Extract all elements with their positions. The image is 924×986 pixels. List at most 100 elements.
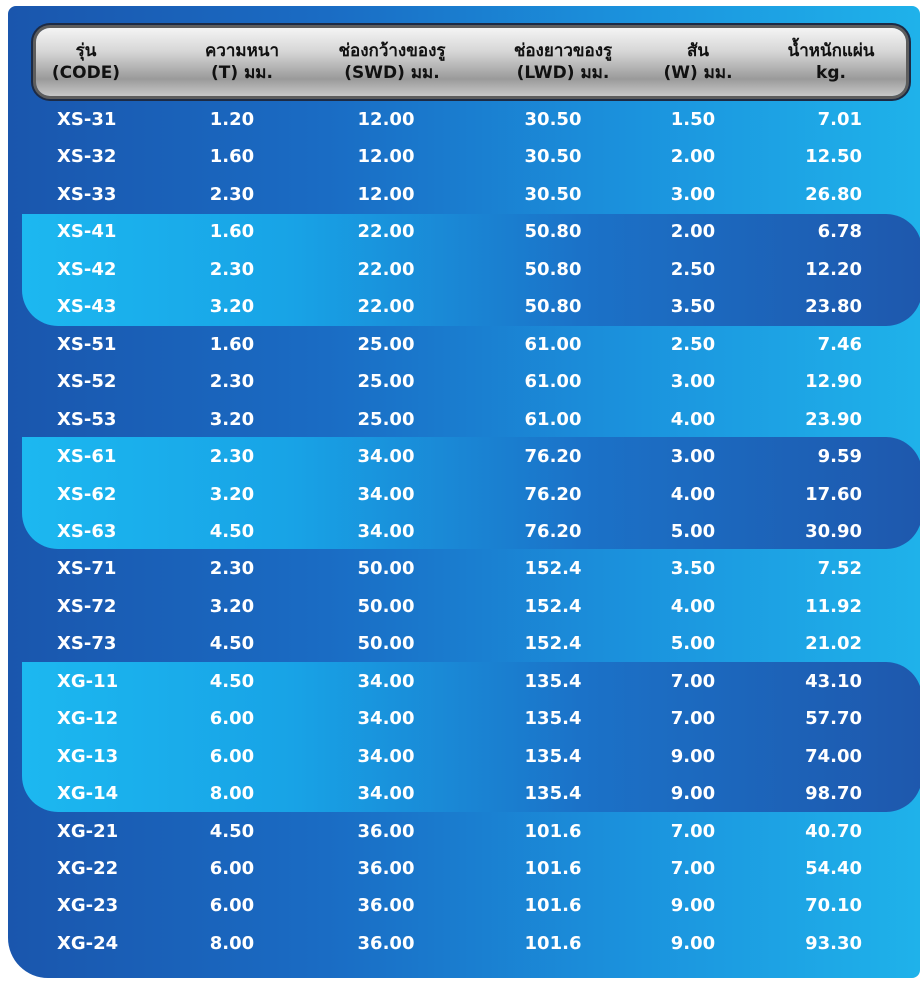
cell-weight: 30.90	[805, 520, 862, 542]
cell-w: 9.00	[670, 745, 716, 767]
cell-thickness: 4.50	[209, 820, 255, 842]
cell-w: 5.00	[670, 520, 716, 542]
cell-thickness: 6.00	[209, 708, 255, 730]
cell-lwd: 50.80	[524, 258, 582, 280]
spec-table-panel: รุ่น (CODE) ความหนา (T) มม. ช่องกว้างของรู…	[8, 6, 920, 978]
cell-code: XS-71	[57, 558, 117, 580]
cell-thickness: 4.50	[209, 670, 255, 692]
cell-swd: 12.00	[357, 183, 415, 205]
header-w: สัน (W) มม.	[663, 41, 733, 83]
header-thickness: ความหนา (T) มม.	[204, 41, 280, 83]
cell-weight: 57.70	[805, 708, 862, 730]
cell-w: 2.00	[670, 146, 716, 168]
cell-thickness: 3.20	[209, 296, 255, 318]
cell-weight: 7.01	[817, 109, 862, 130]
cell-weight: 12.50	[805, 146, 862, 168]
cell-w: 2.00	[670, 221, 716, 243]
cell-code: XG-14	[57, 783, 119, 805]
row-group-highlight	[22, 662, 920, 812]
cell-w: 7.00	[670, 708, 716, 730]
cell-weight: 17.60	[805, 483, 862, 505]
cell-w: 3.00	[670, 446, 716, 468]
table-row: XG-23 6.00 36.00 101.6 9.00 70.10	[8, 887, 920, 924]
cell-swd: 12.00	[357, 109, 415, 130]
cell-code: XS-61	[57, 446, 117, 468]
cell-lwd: 61.00	[524, 371, 582, 393]
cell-thickness: 1.60	[209, 333, 255, 355]
cell-thickness: 6.00	[209, 745, 255, 767]
cell-thickness: 6.00	[209, 895, 255, 917]
cell-lwd: 30.50	[524, 109, 582, 130]
table-row: XS-33 2.30 12.00 30.50 3.00 26.80	[8, 176, 920, 213]
cell-thickness: 3.20	[209, 595, 255, 617]
cell-lwd: 101.6	[524, 820, 582, 842]
cell-swd: 36.00	[357, 932, 415, 954]
header-code: รุ่น (CODE)	[51, 41, 121, 83]
cell-swd: 22.00	[357, 221, 415, 243]
cell-lwd: 61.00	[524, 333, 582, 355]
cell-code: XS-42	[57, 258, 117, 280]
cell-swd: 50.00	[357, 595, 415, 617]
cell-swd: 22.00	[357, 258, 415, 280]
cell-w: 4.00	[670, 408, 716, 430]
cell-code: XG-24	[57, 932, 119, 954]
header-weight: น้ำหนักแผ่น kg.	[787, 41, 875, 83]
cell-w: 2.50	[670, 333, 716, 355]
cell-swd: 34.00	[357, 708, 415, 730]
cell-w: 7.00	[670, 858, 716, 879]
cell-lwd: 135.4	[524, 708, 582, 730]
row-group-highlight	[22, 437, 920, 549]
table-row: XS-73 4.50 50.00 152.4 5.00 21.02	[8, 625, 920, 662]
table-row: XG-24 8.00 36.00 101.6 9.00 93.30	[8, 925, 920, 962]
cell-lwd: 50.80	[524, 221, 582, 243]
cell-weight: 6.78	[817, 221, 862, 243]
cell-code: XS-53	[57, 408, 117, 430]
table-row: XG-14 8.00 34.00 135.4 9.00 98.70	[8, 775, 920, 812]
cell-swd: 25.00	[357, 333, 415, 355]
cell-lwd: 61.00	[524, 408, 582, 430]
cell-w: 4.00	[670, 595, 716, 617]
table-row: XS-43 3.20 22.00 50.80 3.50 23.80	[8, 288, 920, 325]
cell-weight: 54.40	[805, 858, 862, 879]
cell-code: XS-41	[57, 221, 117, 243]
cell-lwd: 30.50	[524, 183, 582, 205]
cell-swd: 36.00	[357, 858, 415, 879]
table-row: XS-71 2.30 50.00 152.4 3.50 7.52	[8, 550, 920, 587]
cell-w: 3.00	[670, 371, 716, 393]
cell-w: 1.50	[670, 109, 716, 130]
cell-code: XS-73	[57, 633, 117, 655]
cell-code: XS-32	[57, 146, 117, 168]
table-row: XG-21 4.50 36.00 101.6 7.00 40.70	[8, 813, 920, 850]
cell-swd: 34.00	[357, 670, 415, 692]
cell-swd: 34.00	[357, 745, 415, 767]
cell-code: XG-21	[57, 820, 119, 842]
cell-thickness: 6.00	[209, 858, 255, 879]
cell-weight: 93.30	[805, 932, 862, 954]
cell-lwd: 152.4	[524, 595, 582, 617]
cell-weight: 12.90	[805, 371, 862, 393]
cell-lwd: 76.20	[524, 446, 582, 468]
cell-w: 7.00	[670, 820, 716, 842]
table-row: XS-41 1.60 22.00 50.80 2.00 6.78	[8, 213, 920, 250]
cell-thickness: 8.00	[209, 932, 255, 954]
table-row: XS-51 1.60 25.00 61.00 2.50 7.46	[8, 326, 920, 363]
cell-thickness: 4.50	[209, 633, 255, 655]
cell-code: XS-51	[57, 333, 117, 355]
table-row: XS-61 2.30 34.00 76.20 3.00 9.59	[8, 438, 920, 475]
cell-w: 5.00	[670, 633, 716, 655]
cell-w: 3.00	[670, 183, 716, 205]
cell-lwd: 76.20	[524, 520, 582, 542]
cell-code: XS-52	[57, 371, 117, 393]
cell-lwd: 135.4	[524, 783, 582, 805]
cell-w: 7.00	[670, 670, 716, 692]
cell-swd: 22.00	[357, 296, 415, 318]
cell-weight: 9.59	[817, 446, 862, 468]
cell-code: XG-12	[57, 708, 119, 730]
table-row: XS-42 2.30 22.00 50.80 2.50 12.20	[8, 251, 920, 288]
cell-w: 9.00	[670, 783, 716, 805]
cell-swd: 25.00	[357, 371, 415, 393]
cell-swd: 36.00	[357, 895, 415, 917]
cell-w: 9.00	[670, 932, 716, 954]
cell-code: XG-11	[57, 670, 119, 692]
cell-code: XG-23	[57, 895, 119, 917]
